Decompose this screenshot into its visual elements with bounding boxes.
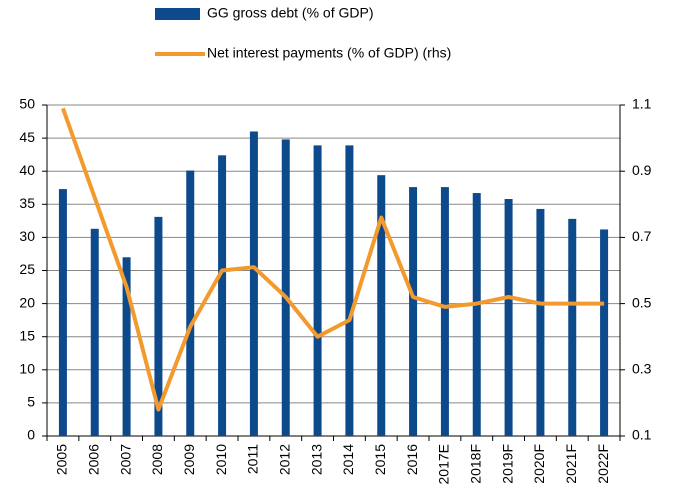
y2-tick-label: 0.5 <box>632 294 652 310</box>
y-tick-label: 10 <box>19 361 35 377</box>
y2-tick-label: 0.7 <box>632 228 652 244</box>
x-tick-label: 2018F <box>467 444 483 484</box>
x-tick-label: 2020F <box>531 444 547 484</box>
bar <box>600 229 609 436</box>
bar <box>440 187 449 436</box>
x-tick-label: 2006 <box>85 444 101 475</box>
bar <box>218 155 227 436</box>
bar <box>409 187 418 436</box>
legend-swatch <box>155 8 200 20</box>
x-tick-label: 2016 <box>404 444 420 475</box>
bar <box>249 131 258 437</box>
bar <box>345 145 354 436</box>
bar <box>536 208 545 436</box>
x-tick-label: 2015 <box>372 444 388 475</box>
legend-label: GG gross debt (% of GDP) <box>207 5 374 21</box>
y-tick-label: 45 <box>19 129 35 145</box>
y2-tick-label: 0.3 <box>632 361 652 377</box>
x-tick-label: 2019F <box>499 444 515 484</box>
x-tick-label: 2017E <box>436 444 452 484</box>
y-tick-label: 0 <box>27 427 35 443</box>
y-tick-label: 40 <box>19 162 35 178</box>
y-tick-label: 5 <box>27 394 35 410</box>
bar <box>281 139 290 436</box>
x-tick-label: 2022F <box>595 444 611 484</box>
bar <box>154 216 163 436</box>
x-tick-label: 2007 <box>117 444 133 475</box>
x-tick-label: 2008 <box>149 444 165 475</box>
bar <box>504 199 513 436</box>
x-tick-label: 2009 <box>181 444 197 475</box>
y2-tick-label: 0.1 <box>632 427 652 443</box>
bar <box>58 189 67 436</box>
bar <box>122 257 131 436</box>
y-tick-label: 35 <box>19 195 35 211</box>
bar <box>377 175 386 436</box>
x-tick-label: 2014 <box>340 444 356 475</box>
y-tick-label: 20 <box>19 294 35 310</box>
x-tick-label: 2012 <box>276 444 292 475</box>
x-tick-label: 2011 <box>245 444 261 474</box>
y-tick-label: 25 <box>19 261 35 277</box>
y2-tick-label: 1.1 <box>632 96 652 112</box>
x-tick-label: 2005 <box>54 444 70 475</box>
x-tick-label: 2013 <box>308 444 324 475</box>
legend-label: Net interest payments (% of GDP) (rhs) <box>207 45 451 61</box>
y-tick-label: 50 <box>19 96 35 112</box>
y-tick-label: 30 <box>19 228 35 244</box>
y-tick-label: 15 <box>19 327 35 343</box>
bar <box>472 193 481 436</box>
y2-tick-label: 0.9 <box>632 162 652 178</box>
bar <box>568 218 577 436</box>
x-tick-label: 2010 <box>213 444 229 475</box>
line <box>61 107 605 412</box>
bar <box>313 145 322 436</box>
bar <box>90 228 99 436</box>
bar <box>186 170 195 436</box>
x-tick-label: 2021F <box>563 444 579 484</box>
